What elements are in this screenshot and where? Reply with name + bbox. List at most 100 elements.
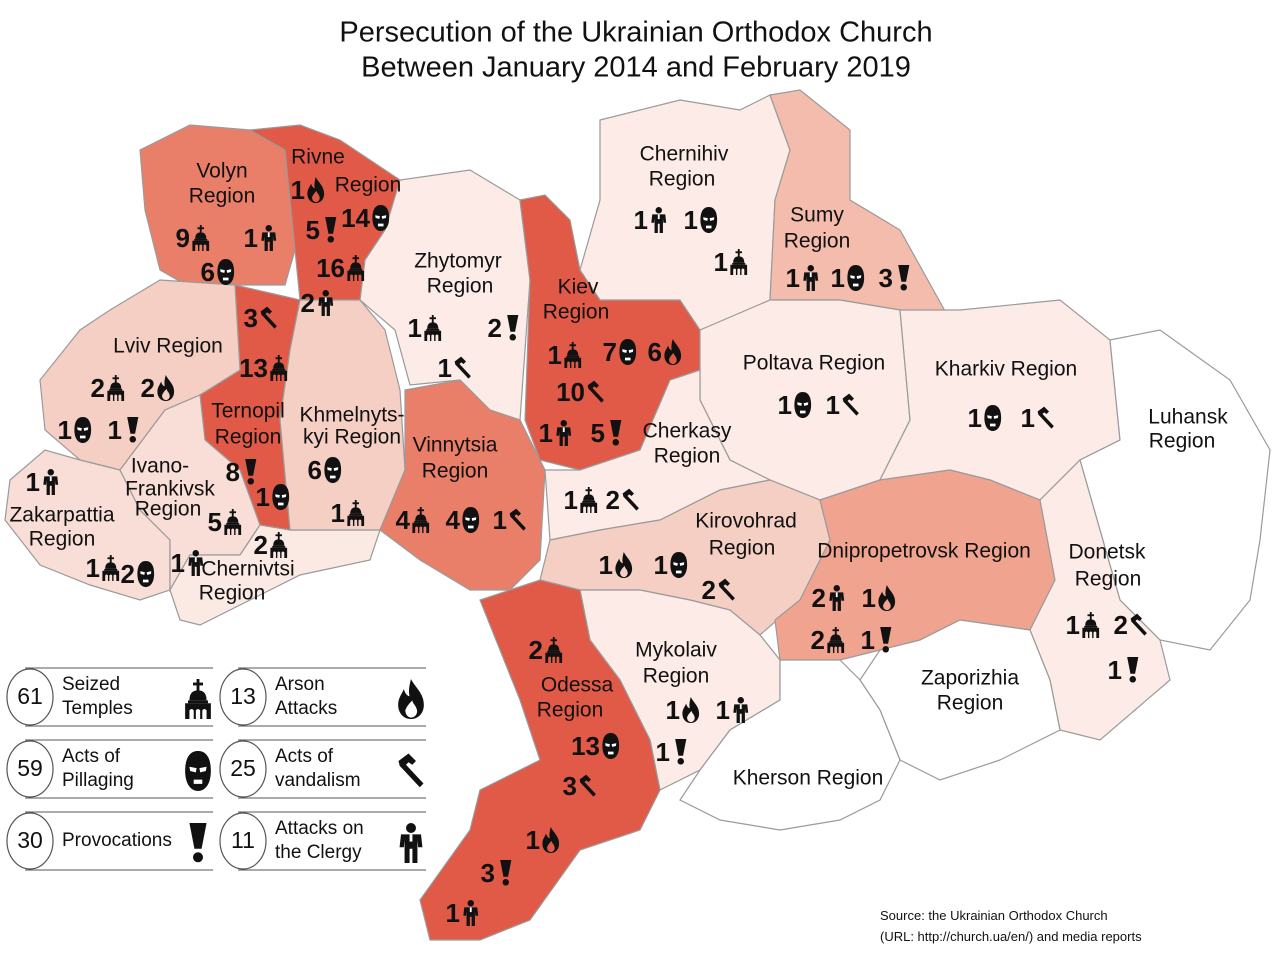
count: 1 — [716, 695, 730, 725]
legend: 61 Seized Temples 59 Acts of Pillaging 30 Provo… — [6, 667, 426, 871]
legend-count: 25 — [230, 755, 256, 781]
legend-label: Pillaging — [62, 770, 134, 791]
count: 1 — [526, 825, 540, 855]
legend-label: Attacks — [275, 698, 337, 719]
region-name: Region — [1075, 568, 1142, 591]
count: 2 — [91, 373, 105, 403]
region-name: Region — [1149, 430, 1216, 453]
count: 5 — [208, 507, 222, 537]
icon — [324, 457, 342, 483]
count: 2 — [301, 288, 315, 318]
region-shape — [139, 124, 296, 291]
region-name: Zaporizhia — [921, 667, 1019, 690]
legend-label: Attacks on — [275, 818, 364, 839]
count: 14 — [341, 203, 370, 233]
count: 1 — [654, 550, 668, 580]
count: 1 — [634, 205, 648, 235]
count: 1 — [666, 695, 680, 725]
legend-count: 13 — [230, 683, 256, 709]
source: Source: the Ukrainian Orthodox Church — [880, 908, 1108, 923]
icon — [847, 265, 865, 291]
count: 2 — [812, 583, 826, 613]
count: 2 — [488, 313, 502, 343]
region-name: Region — [709, 537, 776, 560]
region-name: Kirovohrad — [695, 510, 797, 533]
count: 3 — [244, 303, 258, 333]
count: 1 — [1021, 403, 1035, 433]
count: 1 — [1108, 655, 1122, 685]
legend-count: 59 — [17, 755, 43, 781]
count: 1 — [446, 898, 460, 928]
region-name: Region — [543, 301, 610, 324]
region-name: Region — [215, 426, 282, 449]
count: 1 — [656, 737, 670, 767]
region-name: Kiev — [558, 276, 599, 299]
count: 1 — [331, 498, 345, 528]
count: 1 — [171, 548, 185, 578]
count: 1 — [86, 553, 100, 583]
region-name: Region — [199, 582, 266, 605]
count: 13 — [571, 731, 600, 761]
region-name: Region — [537, 699, 604, 722]
count: 5 — [306, 215, 320, 245]
region-name: Ivano- — [131, 455, 189, 478]
icon — [272, 484, 290, 510]
count: 3 — [563, 771, 577, 801]
count: 5 — [591, 418, 605, 448]
region-name: Region — [784, 230, 851, 253]
icon — [217, 259, 235, 285]
icon — [670, 552, 688, 578]
region-name: Lviv Region — [113, 335, 223, 358]
count: 2 — [811, 625, 825, 655]
icon — [185, 751, 211, 791]
region-name: Region — [654, 445, 721, 468]
count: 1 — [291, 175, 305, 205]
count: 1 — [438, 353, 452, 383]
region-name: Rivne — [291, 146, 345, 169]
region-shape — [419, 579, 661, 941]
region-name: Zhytomyr — [414, 250, 502, 273]
count: 1 — [826, 390, 840, 420]
region-name: Donetsk — [1068, 541, 1146, 564]
count: 1 — [714, 247, 728, 277]
subtitle: Between January 2014 and February 2019 — [361, 52, 911, 84]
legend-badge — [219, 812, 267, 870]
count: 3 — [481, 858, 495, 888]
count: 1 — [599, 550, 613, 580]
count: 6 — [648, 337, 662, 367]
count: 1 — [108, 415, 122, 445]
icon — [602, 733, 620, 759]
region-name: Region — [189, 185, 256, 208]
count: 1 — [862, 583, 876, 613]
count: 1 — [684, 205, 698, 235]
region-name: Region — [649, 168, 716, 191]
region-name: Poltava Region — [743, 352, 885, 375]
region-name: kyi Region — [303, 426, 401, 449]
count: 3 — [879, 263, 893, 293]
count: 2 — [529, 635, 543, 665]
region-name: Region — [937, 692, 1004, 715]
count: 9 — [176, 223, 190, 253]
icon — [984, 405, 1002, 431]
region-name: Khmelnyts- — [299, 404, 404, 427]
region-name: Volyn — [196, 160, 247, 183]
region-name: Chernihiv — [640, 143, 729, 166]
legend-label: Acts of — [62, 746, 121, 767]
region-name: Region — [427, 275, 494, 298]
icon — [399, 823, 423, 863]
region-name: Chernivtsi — [201, 558, 294, 581]
count: 1 — [539, 418, 553, 448]
count: 4 — [446, 505, 461, 535]
icon — [462, 507, 480, 533]
icon — [619, 339, 637, 365]
region-name: Kharkiv Region — [935, 358, 1077, 381]
legend-label: the Clergy — [275, 842, 362, 863]
source: (URL: http://church.ua/en/) and media re… — [880, 929, 1142, 944]
count: 2 — [702, 575, 716, 605]
count: 1 — [1066, 610, 1080, 640]
legend-badge — [6, 812, 54, 870]
count: 6 — [201, 257, 215, 287]
region-name: Vinnytsia — [413, 434, 498, 457]
legend-badge — [219, 668, 267, 726]
count: 1 — [564, 485, 578, 515]
